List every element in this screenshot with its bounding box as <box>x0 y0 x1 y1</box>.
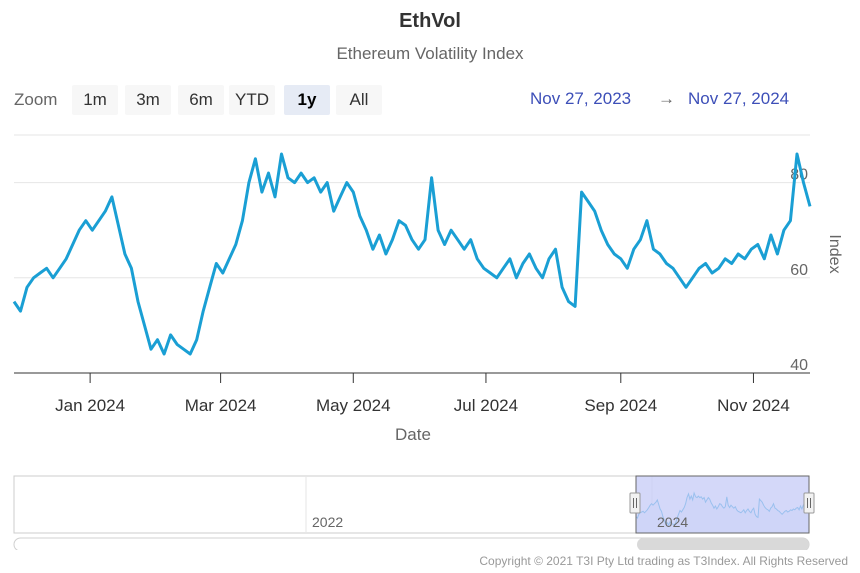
zoom-label: Zoom <box>14 90 58 109</box>
navigator-left-handle[interactable] <box>629 492 641 514</box>
copyright-text: Copyright © 2021 T3I Pty Ltd trading as … <box>479 554 848 568</box>
chart-subtitle: Ethereum Volatility Index <box>336 44 524 63</box>
chart-area: Jan 2024 Mar 2024 May 2024 Jul 2024 Sep 2024… <box>12 134 843 550</box>
x-axis-title: Date <box>395 425 431 444</box>
navigator[interactable]: 2022 2024 <box>13 475 815 534</box>
x-tick-label: May 2024 <box>316 396 391 415</box>
navigator-label: 2022 <box>312 514 343 530</box>
x-tick-label: Jul 2024 <box>454 396 518 415</box>
y-axis-title: Index <box>826 234 843 273</box>
navigator-label: 2024 <box>657 514 688 530</box>
x-tick-label: Sep 2024 <box>584 396 657 415</box>
range-to-input[interactable]: Nov 27, 2024 <box>688 89 790 108</box>
zoom-1y-button[interactable]: 1y <box>284 85 330 115</box>
scrollbar[interactable] <box>13 537 810 550</box>
zoom-1m-button[interactable]: 1m <box>72 85 118 115</box>
chart-title: EthVol <box>399 10 461 32</box>
navigator-selected-range[interactable] <box>635 475 810 534</box>
zoom-6m-button[interactable]: 6m <box>178 85 224 115</box>
navigator-right-handle-body[interactable] <box>803 492 815 514</box>
grid <box>14 182 810 279</box>
x-tick-label: Jan 2024 <box>55 396 125 415</box>
zoom-all-button[interactable]: All <box>336 85 382 115</box>
navigator-left-handle-body[interactable] <box>629 492 641 514</box>
y-tick-label: 60 <box>790 262 808 279</box>
zoom-ytd-button[interactable]: YTD <box>229 85 275 115</box>
scrollbar-thumb[interactable] <box>637 538 809 550</box>
zoom-3m-button[interactable]: 3m <box>125 85 171 115</box>
x-axis: Jan 2024 Mar 2024 May 2024 Jul 2024 Sep 2024… <box>14 372 810 415</box>
navigator-right-handle[interactable] <box>803 492 815 514</box>
range-from-input[interactable]: Nov 27, 2023 <box>530 89 632 108</box>
x-tick-label: Nov 2024 <box>717 396 790 415</box>
series-line <box>12 152 812 356</box>
x-tick-label: Mar 2024 <box>185 396 257 415</box>
y-tick-label: 40 <box>790 357 808 374</box>
range-arrow: → <box>658 89 675 108</box>
